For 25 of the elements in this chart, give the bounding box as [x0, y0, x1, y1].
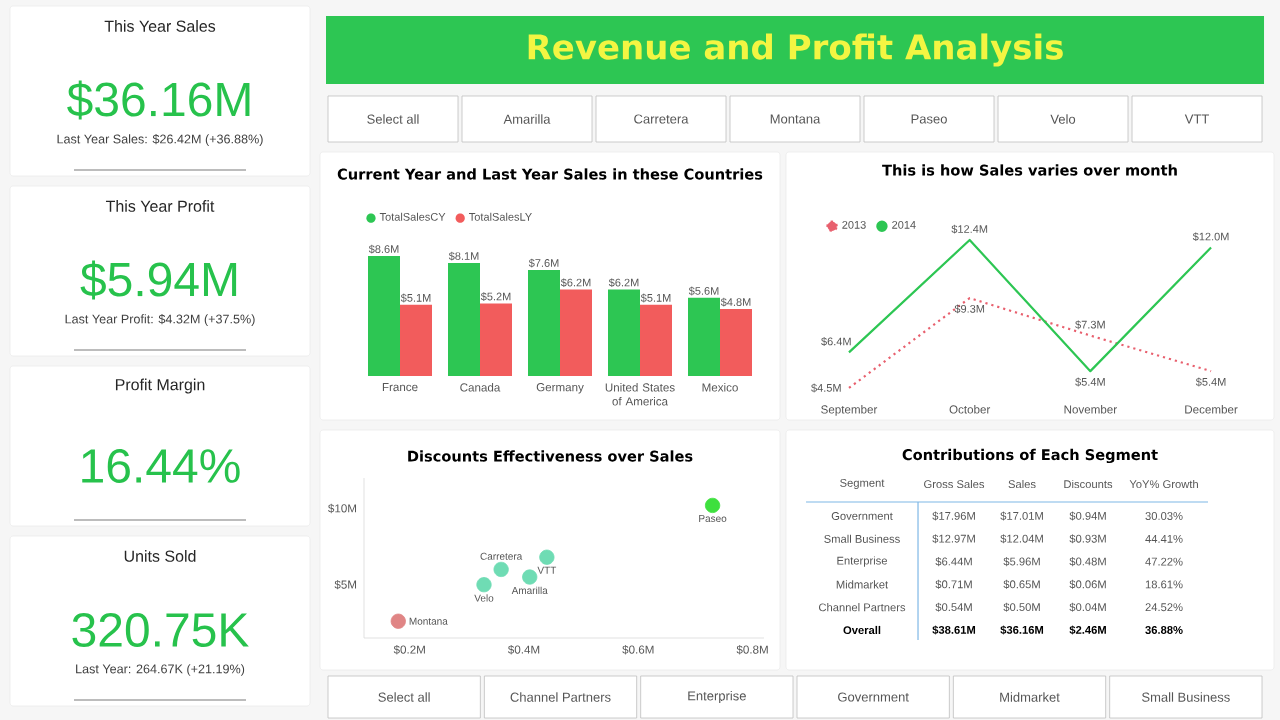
- text: $36.16M: [67, 80, 250, 120]
- bar: [720, 309, 752, 376]
- point: [493, 561, 509, 578]
- text: Profit Margin: [115, 378, 205, 394]
- point: [390, 613, 406, 629]
- bar: [368, 256, 400, 376]
- text: Revenue and Profit Analysis: [528, 33, 1063, 67]
- text: This Year Sales: [104, 20, 216, 32]
- bar: [400, 304, 432, 376]
- text: This Year Profit: [105, 200, 215, 212]
- text: 16.44%: [82, 448, 240, 483]
- bar: [560, 289, 592, 376]
- point: [522, 569, 538, 585]
- bar: [528, 269, 560, 376]
- point: [476, 577, 492, 593]
- bar: [608, 289, 640, 376]
- point: [539, 549, 555, 565]
- text: $5.94M: [80, 260, 237, 300]
- bar: [448, 262, 480, 376]
- bar: [480, 303, 512, 376]
- text: Units Sold: [124, 550, 196, 562]
- bar: [640, 304, 672, 376]
- point: [704, 497, 721, 514]
- text: 320.75K: [72, 612, 249, 647]
- bar: [688, 297, 720, 376]
